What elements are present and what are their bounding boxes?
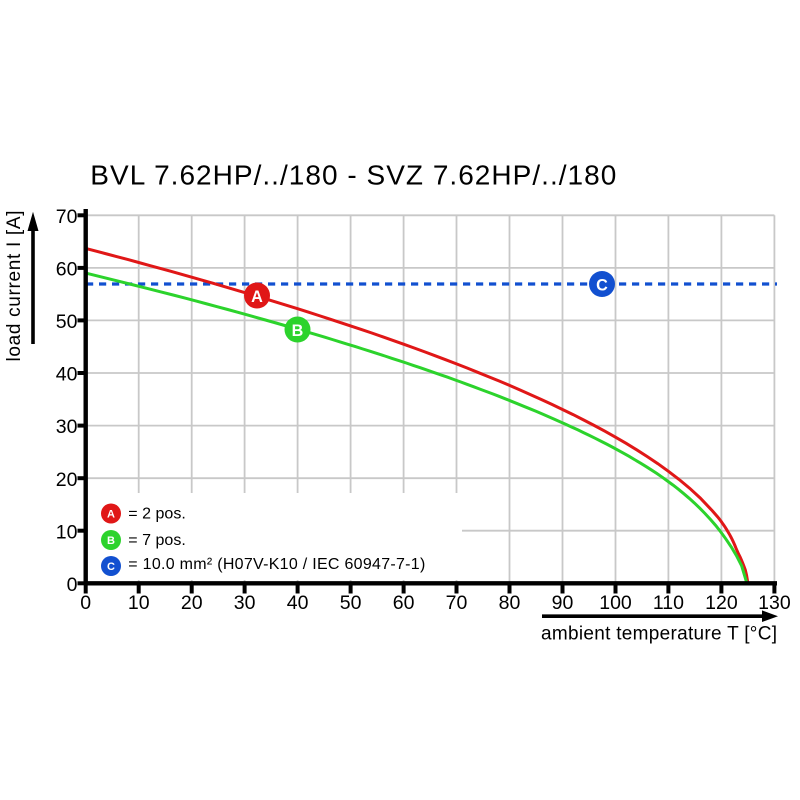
svg-text:40: 40 <box>56 364 78 386</box>
svg-text:50: 50 <box>340 592 362 614</box>
svg-text:= 7 pos.: = 7 pos. <box>128 532 186 549</box>
svg-text:40: 40 <box>287 592 309 614</box>
svg-text:60: 60 <box>393 592 415 614</box>
svg-text:50: 50 <box>56 311 78 333</box>
svg-text:120: 120 <box>705 592 738 614</box>
svg-text:10: 10 <box>56 521 78 543</box>
svg-text:C: C <box>107 561 115 573</box>
svg-text:0: 0 <box>80 592 91 614</box>
svg-text:load current I [A]: load current I [A] <box>4 211 25 362</box>
svg-text:20: 20 <box>181 592 203 614</box>
svg-text:B: B <box>292 322 304 340</box>
svg-text:90: 90 <box>552 592 574 614</box>
svg-text:80: 80 <box>499 592 521 614</box>
svg-text:= 10.0 mm² (H07V-K10 / IEC 609: = 10.0 mm² (H07V-K10 / IEC 60947-7-1) <box>128 556 425 573</box>
svg-text:30: 30 <box>56 416 78 438</box>
svg-text:= 2 pos.: = 2 pos. <box>128 506 186 523</box>
svg-text:110: 110 <box>653 592 684 614</box>
svg-text:0: 0 <box>67 574 78 596</box>
svg-text:B: B <box>107 535 115 547</box>
svg-text:70: 70 <box>56 206 78 228</box>
svg-text:ambient temperature T [°C]: ambient temperature T [°C] <box>541 624 777 645</box>
svg-text:20: 20 <box>56 469 78 491</box>
svg-text:30: 30 <box>234 592 256 614</box>
svg-text:BVL 7.62HP/../180 - SVZ 7.62HP: BVL 7.62HP/../180 - SVZ 7.62HP/../180 <box>90 159 616 190</box>
svg-text:60: 60 <box>56 259 78 281</box>
svg-text:70: 70 <box>446 592 468 614</box>
svg-text:A: A <box>107 509 115 521</box>
svg-text:A: A <box>251 288 263 306</box>
svg-text:130: 130 <box>758 592 791 614</box>
svg-text:C: C <box>596 276 608 294</box>
svg-text:10: 10 <box>128 592 150 614</box>
svg-text:100: 100 <box>599 592 632 614</box>
